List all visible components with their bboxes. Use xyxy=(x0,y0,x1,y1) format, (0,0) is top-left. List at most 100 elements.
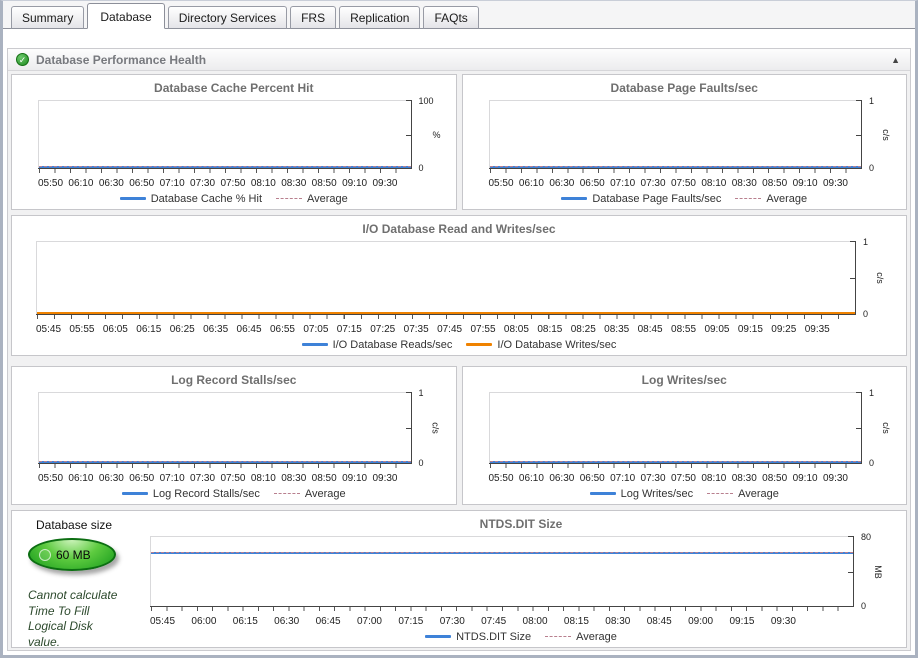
legend-label: Log Writes/sec xyxy=(620,487,694,500)
chart-title: Log Writes/sec xyxy=(641,373,727,387)
y-tick-label-max: 1 xyxy=(418,388,424,398)
legend-line-icon xyxy=(301,343,328,346)
x-tick-label: 06:30 xyxy=(274,616,300,627)
x-tick-label: 08:10 xyxy=(701,178,727,189)
x-tick-label: 09:30 xyxy=(822,473,848,484)
x-tick-label: 08:30 xyxy=(281,473,307,484)
legend-label: I/O Database Reads/sec xyxy=(332,338,453,351)
x-tick-label: 08:15 xyxy=(563,616,589,627)
plot-area: 1 0 c/s xyxy=(488,388,891,468)
legend-dashed-line-icon xyxy=(707,493,734,494)
x-tick-label: 08:50 xyxy=(311,473,337,484)
chart-row-2: I/O Database Read and Writes/sec 1 0 c/s 05:… xyxy=(11,215,907,356)
tab-replication[interactable]: Replication xyxy=(339,6,421,29)
x-tick-label: 07:30 xyxy=(439,616,465,627)
y-tick-mid xyxy=(405,428,412,429)
x-tick-label: 09:05 xyxy=(704,324,730,335)
x-tick-label: 06:15 xyxy=(232,616,258,627)
chart-title: Database Cache Percent Hit xyxy=(154,81,314,95)
x-tick-label: 08:55 xyxy=(671,324,697,335)
legend-line-icon xyxy=(119,197,146,200)
x-tick-strip xyxy=(37,315,855,319)
content-area: ✓ Database Performance Health ▲ Database… xyxy=(3,29,915,655)
gauge-led-icon xyxy=(39,548,51,561)
series-line-log-record-stalls-sec xyxy=(39,461,411,463)
plot-area: 80 0 MB xyxy=(150,532,883,611)
x-tick-label: 08:45 xyxy=(646,616,672,627)
legend-dashed-line-icon xyxy=(276,198,302,199)
tab-database[interactable]: Database xyxy=(87,3,165,29)
x-tick-label: 09:30 xyxy=(372,473,398,484)
x-tick-label: 05:50 xyxy=(488,178,514,189)
x-tick-label: 07:00 xyxy=(356,616,382,627)
x-tick-label: 09:10 xyxy=(792,178,818,189)
x-tick-label: 06:50 xyxy=(579,178,605,189)
series-line-log-writes-sec xyxy=(489,461,861,463)
x-tick-label: 09:10 xyxy=(342,178,368,189)
y-tick-label-max: 100 xyxy=(418,96,434,106)
tab-summary[interactable]: Summary xyxy=(11,6,85,29)
legend-label: Average xyxy=(307,192,348,205)
x-tick-label: 07:15 xyxy=(336,324,362,335)
y-tick-top xyxy=(856,100,862,101)
x-tick-strip xyxy=(489,464,861,468)
y-tick-top xyxy=(405,100,412,101)
x-tick-label: 06:50 xyxy=(129,178,155,189)
y-tick-bottom xyxy=(856,463,862,464)
status-ok-icon: ✓ xyxy=(16,53,29,66)
y-tick-bottom xyxy=(405,463,412,464)
y-tick-bottom xyxy=(856,168,862,169)
database-size-column: Database size 60 MB Cannot calculate Tim… xyxy=(12,511,136,647)
tab-frs[interactable]: FRS xyxy=(290,6,337,29)
x-tick-label: 07:05 xyxy=(303,324,329,335)
legend-line-icon xyxy=(425,635,452,638)
y-axis-unit-label: % xyxy=(432,129,441,140)
x-tick-label: 08:15 xyxy=(537,324,563,335)
collapse-icon[interactable]: ▲ xyxy=(891,54,900,65)
x-tick-label: 07:50 xyxy=(670,473,696,484)
chart-legend: I/O Database Reads/sec I/O Database Write… xyxy=(12,337,906,355)
x-tick-label: 08:10 xyxy=(250,473,276,484)
database-size-panel: Database size 60 MB Cannot calculate Tim… xyxy=(11,510,907,648)
x-axis-labels: 05:45 06:00 06:15 06:30 06:45 07:00 07:15 07:30… xyxy=(150,616,854,629)
chart-row-4: Database size 60 MB Cannot calculate Tim… xyxy=(11,510,907,648)
x-tick-label: 06:30 xyxy=(549,178,575,189)
legend-label: Database Cache % Hit xyxy=(150,192,262,205)
x-tick-label: 06:25 xyxy=(169,324,195,335)
chart-legend: Log Writes/sec Average xyxy=(463,486,907,504)
x-tick-label: 08:45 xyxy=(637,324,663,335)
legend-dashed-line-icon xyxy=(735,198,762,199)
x-axis-labels: 05:50 06:10 06:30 06:50 07:10 07:30 07:50 08:10… xyxy=(38,178,412,191)
legend-item-database-cache-hit: Database Cache % Hit xyxy=(119,192,262,205)
chart-legend: Database Cache % Hit Average xyxy=(12,191,456,209)
y-tick-label-max: 1 xyxy=(863,237,869,247)
series-line-database-cache-hit xyxy=(39,166,411,168)
chart-legend: NTDS.DIT Size Average xyxy=(136,629,906,647)
x-tick-label: 05:45 xyxy=(150,616,176,627)
tab-directory-services[interactable]: Directory Services xyxy=(167,6,288,29)
x-tick-label: 07:35 xyxy=(403,324,429,335)
x-tick-label: 06:30 xyxy=(98,178,124,189)
chart-legend: Database Page Faults/sec Average xyxy=(463,191,907,209)
legend-line-icon xyxy=(561,197,588,200)
x-tick-label: 06:15 xyxy=(136,324,162,335)
x-tick-label: 09:30 xyxy=(372,178,398,189)
tab-faqts[interactable]: FAQts xyxy=(423,6,479,29)
x-tick-label: 07:50 xyxy=(220,473,246,484)
x-tick-label: 08:30 xyxy=(605,616,631,627)
x-axis xyxy=(150,606,854,607)
legend-label: Average xyxy=(766,192,808,205)
x-tick-label: 09:35 xyxy=(804,324,830,335)
y-tick-top xyxy=(848,536,854,537)
x-tick-label: 07:50 xyxy=(670,178,696,189)
x-tick-label: 07:25 xyxy=(370,324,396,335)
x-tick-label: 05:50 xyxy=(38,178,64,189)
chart-panel-log-record-stalls: Log Record Stalls/sec 1 0 c/s 05:50 06:10 06:3… xyxy=(11,366,457,505)
y-tick-label-min: 0 xyxy=(418,458,424,468)
plot-area: 100 0% xyxy=(38,96,441,173)
x-tick-label: 05:45 xyxy=(36,324,62,335)
x-axis-labels: 05:45 05:55 06:05 06:15 06:25 06:35 06:45 06:55… xyxy=(36,324,856,337)
y-tick-top xyxy=(850,241,856,242)
chart-row-1: Database Cache Percent Hit 100 0% 05:50 06:1… xyxy=(11,74,907,210)
y-tick-label-min: 0 xyxy=(861,601,867,611)
